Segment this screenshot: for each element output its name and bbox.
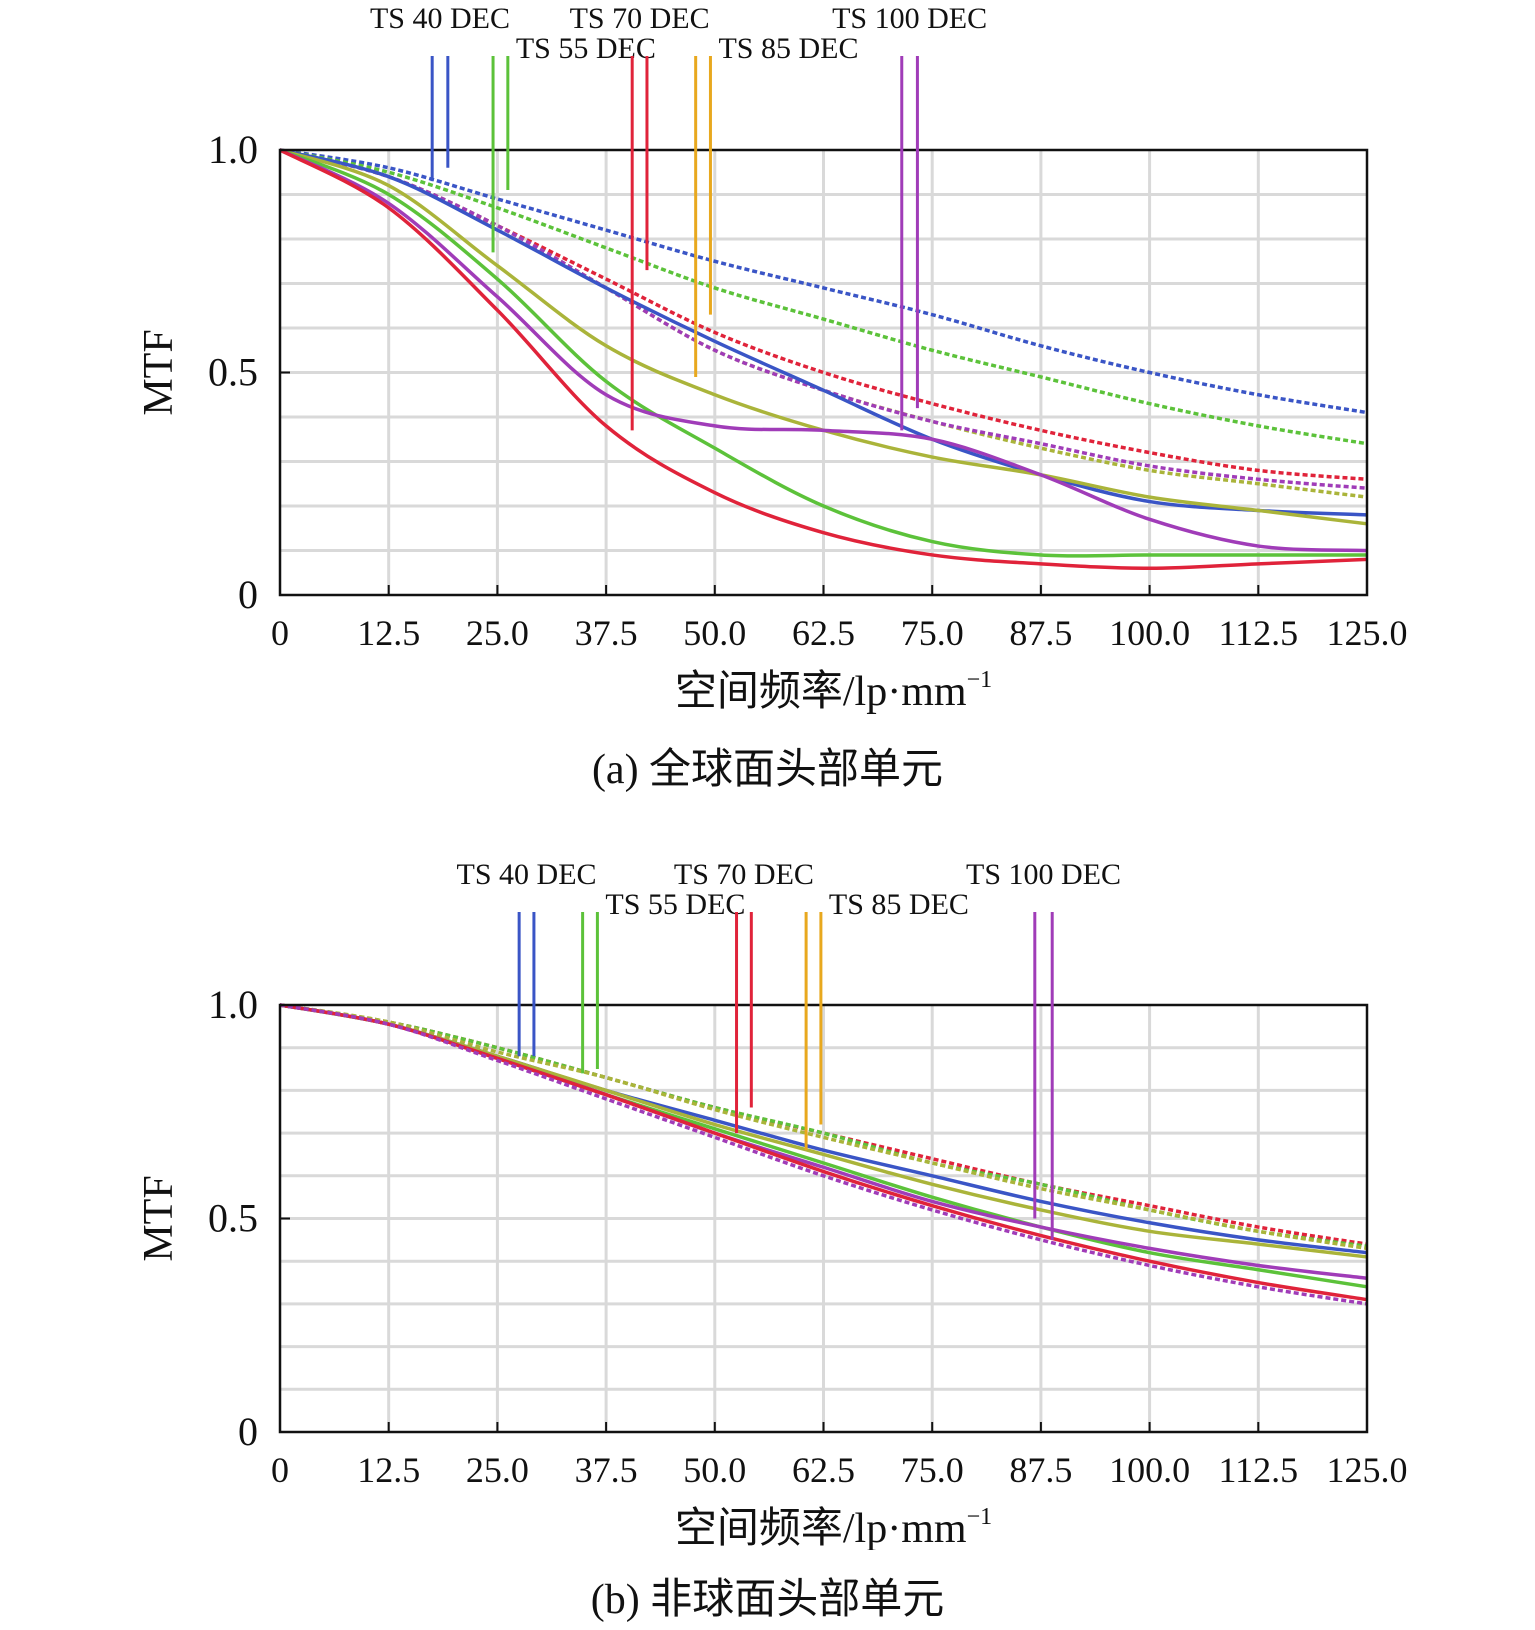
y-axis-label: MTF [136, 1175, 182, 1261]
sagittal-series-line-0 [279, 148, 1368, 415]
y-tick-label: 0 [238, 572, 258, 617]
sagittal-series-line-1 [279, 1003, 1368, 1248]
x-tick-label: 125.0 [1327, 613, 1408, 653]
field-marker-label: TS 55 DEC [516, 32, 656, 65]
x-tick-label: 37.5 [575, 613, 638, 653]
sagittal-series-line-2 [279, 148, 1368, 482]
caption-spherical: (a) 全球面头部单元 [591, 747, 944, 793]
x-tick-label: 62.5 [792, 613, 855, 653]
sagittal-series-line-2 [279, 1003, 1368, 1251]
x-tick-label: 25.0 [466, 613, 529, 653]
field-marker-label: TS 70 DEC [570, 2, 710, 35]
tangential-series-line-7 [279, 1003, 1368, 1302]
x-tick-label: 100.0 [1109, 1450, 1190, 1490]
y-tick-label: 1.0 [208, 127, 258, 172]
x-tick-label: 25.0 [466, 1450, 529, 1490]
series-group [279, 1003, 1368, 1306]
y-tick-label: 1.0 [208, 982, 258, 1027]
x-tick-label: 75.0 [901, 613, 964, 653]
field-marker-label: TS 70 DEC [674, 858, 814, 891]
caption-aspherical: (b) 非球面头部单元 [590, 1577, 945, 1623]
x-axis-label-superscript: −1 [967, 667, 993, 693]
mtf-plot-spherical: 0 12.5 25.0 37.5 50.0 62.5 75.0 87.5 100.0 112.5 1… [136, 2, 1408, 715]
sagittal-series-line-3 [279, 148, 1368, 499]
field-marker-label: TS 85 DEC [718, 32, 858, 65]
x-tick-label: 12.5 [357, 613, 420, 653]
y-tick-label: 0 [238, 1409, 258, 1454]
x-tick-label: 50.0 [683, 1450, 746, 1490]
series-group [279, 148, 1368, 571]
x-tick-label: 100.0 [1109, 613, 1190, 653]
x-tick-label: 87.5 [1009, 1450, 1072, 1490]
x-axis-label: 空间频率/lp·mm−1 [675, 1504, 992, 1550]
x-tick-label: 0 [271, 1450, 289, 1490]
field-marker-label: TS 40 DEC [457, 858, 597, 891]
x-tick-label: 112.5 [1218, 613, 1298, 653]
y-tick-label: 0.5 [208, 350, 258, 395]
x-tick-label: 62.5 [792, 1450, 855, 1490]
y-axis-label: MTF [136, 329, 182, 415]
tangential-series-line-8 [279, 148, 1368, 553]
y-tick-label: 0.5 [208, 1196, 258, 1241]
x-tick-label: 112.5 [1218, 1450, 1298, 1490]
mtf-plot-aspherical: 0 12.5 25.0 37.5 50.0 62.5 75.0 87.5 100.0 112.5 1… [136, 858, 1408, 1550]
field-marker-label: TS 85 DEC [829, 888, 969, 921]
x-tick-label: 87.5 [1009, 613, 1072, 653]
sagittal-series-line-4 [279, 148, 1368, 490]
mtf-chart-spherical: 0 12.5 25.0 37.5 50.0 62.5 75.0 87.5 100.0 112.5 1… [0, 0, 1535, 810]
grid [280, 150, 1367, 595]
field-marker-label: TS 40 DEC [370, 2, 510, 35]
tangential-series-line-9 [279, 148, 1368, 571]
grid [280, 1005, 1367, 1432]
sagittal-series-line-8 [279, 1003, 1368, 1306]
sagittal-series-line-1 [279, 148, 1368, 446]
x-tick-label: 50.0 [683, 613, 746, 653]
field-marker-label: TS 100 DEC [966, 858, 1121, 891]
x-tick-label: 0 [271, 613, 289, 653]
x-axis-label-superscript: −1 [967, 1504, 993, 1530]
x-axis-label: 空间频率/lp·mm−1 [675, 667, 992, 715]
x-tick-label: 37.5 [575, 1450, 638, 1490]
x-tick-label: 75.0 [901, 1450, 964, 1490]
tangential-series-line-7 [279, 148, 1367, 558]
x-tick-label: 125.0 [1327, 1450, 1408, 1490]
x-tick-label: 12.5 [357, 1450, 420, 1490]
tangential-series-line-5 [279, 148, 1368, 517]
field-marker-label: TS 55 DEC [605, 888, 745, 921]
mtf-chart-aspherical: 0 12.5 25.0 37.5 50.0 62.5 75.0 87.5 100.0 112.5 1… [0, 810, 1535, 1630]
field-marker-label: TS 100 DEC [832, 2, 987, 35]
